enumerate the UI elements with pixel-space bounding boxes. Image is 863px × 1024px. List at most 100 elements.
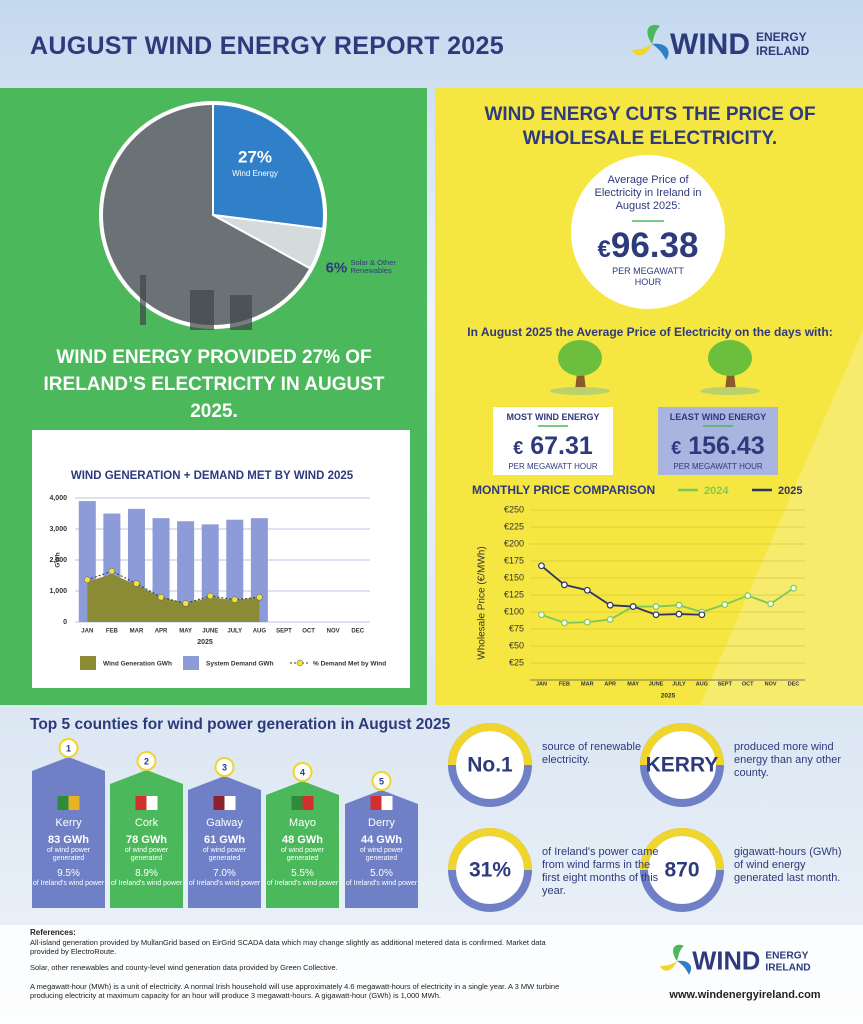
rank-badge: [58, 738, 79, 758]
reference: All-island generation provided by Mullan…: [30, 938, 546, 956]
price-circle: [571, 155, 725, 309]
footer-bg: [0, 925, 863, 1024]
y-tick-label: €25: [509, 657, 524, 667]
x-tick-label: APR: [155, 629, 168, 635]
rank-number: 5: [379, 776, 384, 786]
point: [790, 584, 797, 592]
tree-crown: [558, 340, 602, 376]
reference: Solar, other renewables and county-level…: [30, 963, 338, 972]
county-generation: 48 GWh: [282, 834, 323, 846]
y-tick-label: 2,000: [49, 557, 67, 564]
references-title: References:: [30, 928, 76, 937]
county-share: 5.5%: [291, 868, 314, 879]
county-column: [345, 790, 418, 908]
price-value: €96.38: [580, 226, 716, 266]
x-tick-label: DEC: [351, 629, 364, 635]
slice-category: Wind Energy: [232, 169, 278, 178]
x-tick-label: NOV: [327, 629, 340, 635]
flag: [146, 796, 158, 810]
y-tick-label: 1,000: [49, 588, 67, 595]
county-share: 5.0%: [370, 868, 393, 879]
box-label: MOST WIND ENERGY: [506, 412, 600, 422]
county-column: [110, 770, 183, 908]
box-unit: PER MEGAWATT HOUR: [508, 462, 598, 471]
x-tick-label: MAY: [627, 681, 639, 687]
point: [583, 618, 591, 626]
point: [157, 593, 165, 601]
legend-swatch: [183, 656, 199, 670]
x-tick-label: MAR: [581, 681, 594, 687]
county-generation: 61 GWh: [204, 834, 245, 846]
price-unit: PER MEGAWATT HOUR: [612, 266, 684, 287]
rank-number: 1: [66, 743, 71, 753]
bar: [226, 519, 244, 622]
flag: [302, 796, 314, 810]
tree-crown: [708, 340, 752, 376]
line: [541, 587, 795, 624]
headline: WIND ENERGY PROVIDED 27% OF IRELAND’S EL…: [43, 347, 385, 422]
chart-title: WIND GENERATION + DEMAND MET BY WIND 202…: [71, 470, 354, 482]
x-tick-label: JUNE: [649, 681, 664, 687]
value: 156.43: [688, 432, 765, 460]
box-label: LEAST WIND ENERGY: [669, 412, 767, 422]
logo-line: IRELAND: [765, 962, 810, 973]
x-tick-label: AUG: [253, 629, 267, 635]
county-note: of Ireland's wind power: [188, 880, 261, 887]
logo-word: WIND: [670, 28, 750, 61]
county-name: Derry: [368, 817, 395, 829]
x-tick-label: OCT: [742, 681, 754, 687]
y-tick-label: €225: [504, 521, 524, 531]
logo-blade: [673, 944, 684, 961]
county-note: of Ireland's wind power: [32, 880, 105, 887]
price-title: WIND ENERGY CUTS THE PRICE OF WHOLESALE …: [484, 104, 816, 149]
point: [206, 592, 214, 600]
stat-value: 870: [664, 859, 699, 882]
point: [721, 601, 729, 608]
stat-text: gigawatt-hours (GWh) of wind energy gene…: [734, 846, 842, 884]
rank-badge: [292, 762, 313, 782]
county-note: of wind power generated: [124, 847, 169, 862]
point: [675, 610, 683, 618]
value: 67.31: [530, 432, 593, 460]
county-generation: 44 GWh: [361, 834, 402, 846]
point: [606, 601, 614, 609]
y-axis-label: Wholesale Price (€/MWh): [477, 546, 488, 659]
x-tick-label: JAN: [81, 629, 93, 635]
flag: [135, 796, 147, 810]
flag: [68, 796, 80, 810]
stat-ring-top: [640, 828, 724, 871]
stat-value: 31%: [469, 859, 511, 882]
legend-label: Wind Generation GWh: [103, 661, 172, 668]
county-note: of Ireland's wind power: [110, 880, 183, 887]
y-tick-label: €125: [504, 589, 524, 599]
rank-badge: [371, 771, 392, 791]
x-tick-label: FEB: [106, 629, 119, 635]
x-tick-label: JULY: [227, 629, 242, 635]
box-unit: PER MEGAWATT HOUR: [673, 462, 763, 471]
county-share: 8.9%: [135, 868, 158, 879]
logo-word: WIND: [692, 947, 760, 975]
slice-label: 6%: [326, 259, 348, 276]
y-tick-label: €100: [504, 606, 524, 616]
point: [606, 616, 614, 623]
county-column: [32, 757, 105, 908]
counties-title: Top 5 counties for wind power generation…: [30, 716, 451, 733]
currency: €: [597, 236, 611, 263]
y-tick-label: €150: [504, 572, 524, 582]
point: [560, 581, 568, 589]
stat-ring-top: [448, 723, 532, 766]
slice-category: Solar & Other Renewables: [350, 258, 396, 276]
y-tick-label: €50: [509, 640, 524, 650]
county-name: Galway: [206, 817, 243, 829]
tower: [190, 290, 214, 330]
point: [133, 580, 140, 587]
county-column: [188, 776, 261, 908]
point: [629, 603, 637, 610]
logo-blade: [647, 24, 660, 44]
x-tick-label: JULY: [672, 681, 686, 687]
county-name: Cork: [134, 817, 159, 829]
point: [538, 611, 545, 619]
